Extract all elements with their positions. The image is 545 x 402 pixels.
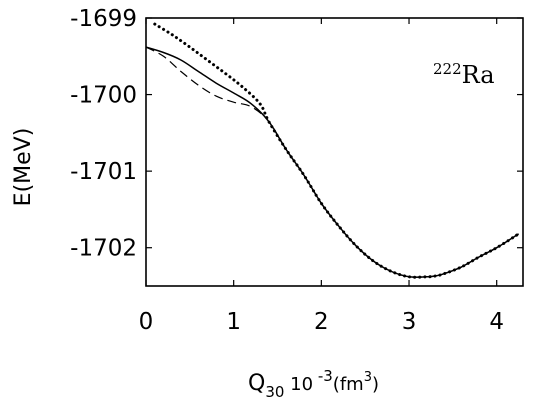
- plot-frame: [145, 17, 524, 287]
- series-dotted-line: [153, 22, 521, 279]
- x-tick-label: 0: [139, 309, 154, 335]
- x-axis-label: Q30 10 -3(fm3): [248, 367, 379, 401]
- y-tick-label: -1699: [70, 6, 137, 32]
- y-axis-label: E(MeV): [11, 128, 36, 207]
- y-tick-label: -1702: [70, 236, 137, 262]
- x-tick-label: 3: [402, 309, 417, 335]
- axis-ticks: 0 1 2 3 4 -1699 -1700 -1701 -1702: [70, 6, 523, 335]
- x-tick-label: 2: [314, 309, 329, 335]
- x-tick-label: 1: [226, 309, 241, 335]
- x-tick-label: 4: [489, 309, 504, 335]
- y-tick-label: -1700: [70, 83, 137, 109]
- y-tick-label: -1701: [70, 159, 137, 185]
- plot-lines: [145, 22, 521, 279]
- annotation-label: 222Ra: [433, 60, 495, 89]
- annotation-superscript: 222: [433, 60, 462, 78]
- annotation-text: Ra: [462, 61, 495, 89]
